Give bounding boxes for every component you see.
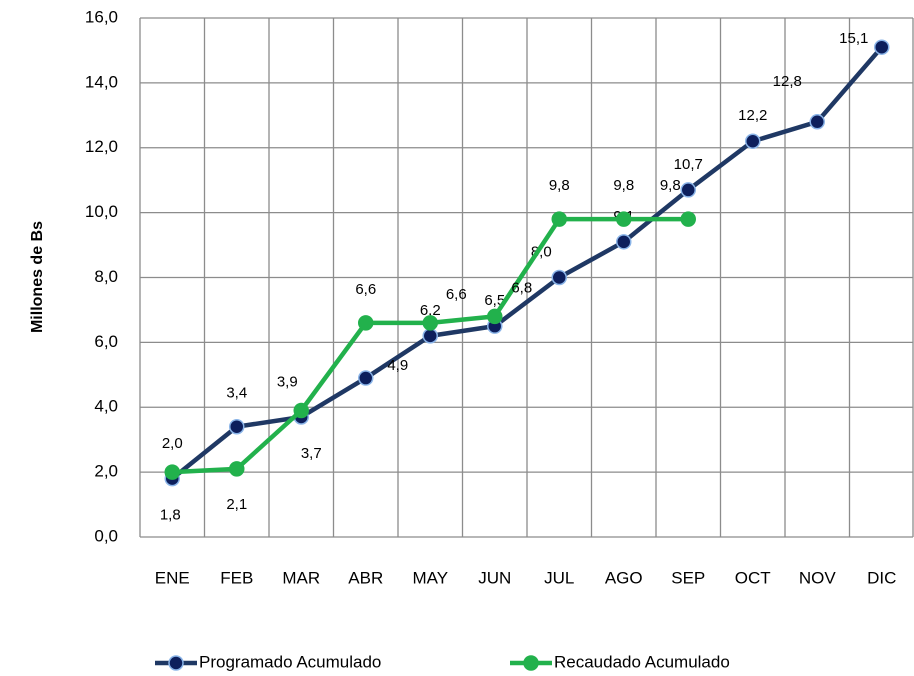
data-label: 9,8 [613, 177, 634, 194]
x-tick-label: ENE [155, 568, 190, 587]
y-tick-label: 12,0 [85, 137, 118, 156]
x-tick-label: FEB [220, 568, 253, 587]
data-label: 3,7 [301, 445, 322, 462]
y-tick-label: 0,0 [94, 526, 118, 545]
legend-label: Recaudado Acumulado [554, 652, 730, 671]
data-label: 9,8 [660, 177, 681, 194]
y-tick-label: 2,0 [94, 462, 118, 481]
data-point [487, 308, 503, 325]
data-label: 3,4 [226, 385, 247, 402]
data-label: 2,1 [226, 496, 247, 513]
x-tick-label: ABR [348, 568, 383, 587]
data-point [809, 114, 825, 130]
legend-marker [168, 655, 184, 671]
data-label: 10,7 [674, 156, 703, 173]
data-point [551, 269, 567, 286]
data-label: 2,0 [162, 435, 183, 452]
data-point [293, 402, 309, 419]
x-tick-label: DIC [867, 568, 896, 587]
data-point [551, 211, 567, 227]
x-tick-label: MAY [412, 568, 448, 587]
x-tick-label: JUN [478, 568, 511, 587]
data-point [422, 328, 438, 344]
data-label: 6,6 [446, 286, 467, 303]
x-tick-label: OCT [735, 568, 771, 587]
x-tick-label: SEP [671, 568, 705, 587]
x-tick-label: JUL [544, 568, 574, 587]
data-point [358, 315, 374, 331]
data-label: 12,2 [738, 107, 767, 124]
y-axis-label: Millones de Bs [29, 221, 46, 333]
data-label: 6,2 [420, 302, 441, 319]
x-tick-label: AGO [605, 568, 643, 587]
data-point [229, 461, 245, 477]
y-tick-label: 14,0 [85, 72, 118, 91]
data-label: 9,8 [549, 177, 570, 194]
data-point [874, 39, 890, 55]
data-point [616, 211, 632, 227]
data-label: 12,8 [773, 73, 802, 90]
data-label: 4,9 [387, 357, 408, 374]
y-tick-label: 4,0 [94, 397, 118, 416]
data-label: 6,8 [511, 279, 532, 296]
x-tick-label: MAR [282, 568, 320, 587]
data-label: 15,1 [839, 30, 868, 47]
data-point [358, 370, 374, 386]
data-point [229, 418, 245, 435]
legend-marker [523, 655, 539, 671]
x-tick-label: NOV [799, 568, 837, 587]
data-label: 6,6 [355, 281, 376, 298]
data-point [745, 133, 761, 150]
y-tick-label: 10,0 [85, 202, 118, 221]
data-label: 1,8 [160, 507, 181, 524]
data-point [616, 234, 632, 250]
data-point [422, 315, 438, 331]
legend-label: Programado Acumulado [199, 652, 381, 671]
data-point [680, 211, 696, 227]
y-tick-label: 6,0 [94, 332, 118, 351]
data-label: 3,9 [277, 373, 298, 390]
y-tick-label: 16,0 [85, 7, 118, 26]
data-point [164, 464, 180, 480]
data-point [680, 182, 696, 198]
y-tick-label: 8,0 [94, 267, 118, 286]
